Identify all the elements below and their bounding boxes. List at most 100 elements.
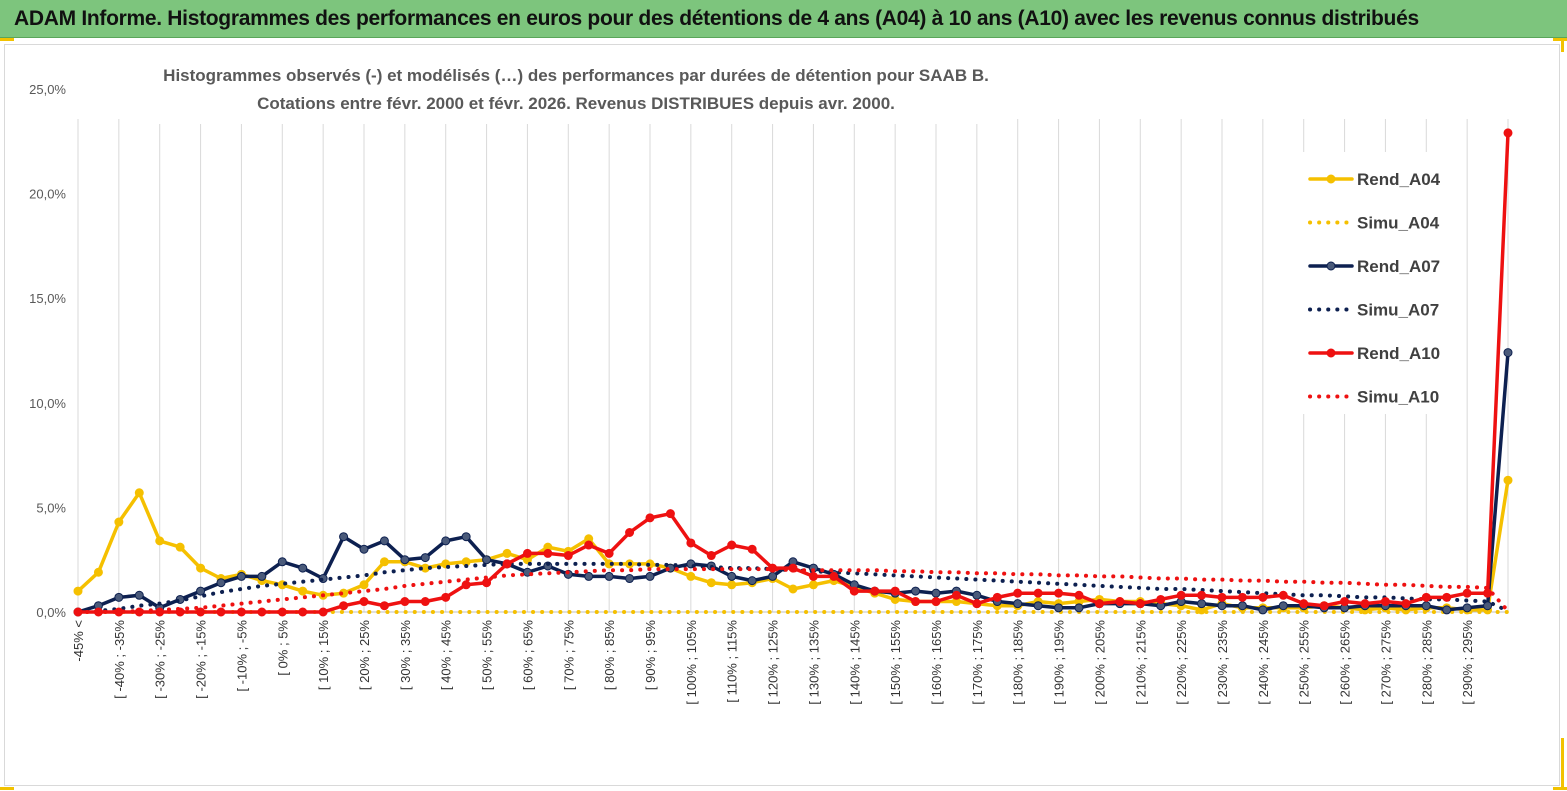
data-point-rend-a10 (461, 580, 471, 590)
data-point-rend-a07 (1013, 599, 1023, 609)
data-point-rend-a10 (400, 597, 410, 607)
data-point-rend-a07 (747, 576, 757, 586)
x-tick-label: [ 50% ; 55% (480, 620, 495, 691)
data-point-rend-a07 (1074, 603, 1084, 613)
data-point-rend-a04 (727, 580, 737, 590)
data-point-rend-a04 (808, 580, 818, 590)
data-point-rend-a04 (93, 567, 103, 577)
data-point-rend-a10 (1217, 592, 1227, 602)
x-tick-label: [ 150% ; 155% (888, 620, 903, 705)
data-point-rend-a10 (1340, 597, 1350, 607)
series-line-simu-a10 (76, 567, 1510, 614)
data-point-rend-a07 (441, 536, 451, 546)
data-point-rend-a10 (359, 597, 369, 607)
corner-accent-top-left (0, 38, 14, 41)
x-tick-label: [ 160% ; 165% (929, 620, 944, 705)
data-point-rend-a04 (175, 542, 185, 552)
data-point-rend-a10 (1278, 590, 1288, 600)
data-point-rend-a10 (992, 592, 1002, 602)
legend-marker-rend-a04 (1326, 174, 1336, 184)
x-tick-label: [ 200% ; 205% (1092, 620, 1107, 705)
y-tick-label: 25,0% (29, 82, 66, 97)
data-point-rend-a04 (706, 578, 716, 588)
x-tick-label: [ -20% ; -15% (194, 620, 209, 699)
x-tick-label: [ 130% ; 135% (806, 620, 821, 705)
data-point-rend-a10 (543, 548, 553, 558)
x-tick-label: -45% < (71, 620, 86, 662)
data-point-rend-a10 (482, 578, 492, 588)
x-tick-label: [ 190% ; 195% (1052, 620, 1067, 705)
data-point-rend-a07 (216, 578, 226, 588)
data-point-rend-a10 (1033, 588, 1043, 598)
data-point-rend-a10 (257, 607, 267, 617)
data-point-rend-a07 (584, 571, 594, 581)
data-point-rend-a10 (1319, 601, 1329, 611)
data-point-rend-a10 (727, 540, 737, 550)
data-point-rend-a10 (1013, 588, 1023, 598)
x-tick-label: [ 270% ; 275% (1378, 620, 1393, 705)
x-tick-label: [ 210% ; 215% (1133, 620, 1148, 705)
data-point-rend-a10 (1197, 590, 1207, 600)
chart-title-background (150, 60, 1005, 124)
data-point-rend-a10 (665, 509, 675, 519)
x-tick-label: [ -10% ; -5% (234, 620, 249, 692)
series-line-rend-a07 (76, 350, 1510, 614)
x-tick-label: [ -40% ; -35% (112, 620, 127, 699)
legend-marker-rend-a07 (1326, 261, 1336, 271)
data-point-rend-a10 (379, 601, 389, 611)
x-tick-label: [ 30% ; 35% (398, 620, 413, 691)
data-point-rend-a10 (1483, 588, 1493, 598)
data-point-rend-a10 (298, 607, 308, 617)
data-point-rend-a10 (584, 540, 594, 550)
chart-subtitle: Cotations entre févr. 2000 et févr. 2026… (257, 94, 895, 113)
x-tick-label: [ 90% ; 95% (643, 620, 658, 691)
x-tick-label: [ 100% ; 105% (684, 620, 699, 705)
data-point-rend-a10 (1094, 599, 1104, 609)
data-point-rend-a07 (1258, 605, 1268, 615)
corner-accent-right-edge-bottom (1561, 738, 1564, 788)
x-tick-label: [ 250% ; 255% (1297, 620, 1312, 705)
x-tick-label: [ 260% ; 265% (1338, 620, 1353, 705)
data-point-rend-a04 (114, 517, 124, 527)
chart-frame (4, 44, 1560, 786)
data-point-rend-a04 (73, 586, 83, 596)
data-point-rend-a04 (359, 580, 369, 590)
series-line-rend-a10 (76, 131, 1510, 614)
x-tick-label: [ -30% ; -25% (153, 620, 168, 699)
data-point-rend-a04 (686, 571, 696, 581)
y-tick-label: 20,0% (29, 187, 66, 202)
data-point-rend-a04 (502, 548, 512, 558)
data-point-rend-a10 (1360, 599, 1370, 609)
legend-label-simu-a07: Simu_A07 (1357, 301, 1439, 320)
legend-marker-rend-a10 (1326, 348, 1336, 358)
data-point-rend-a07 (645, 571, 655, 581)
data-point-rend-a10 (339, 601, 349, 611)
x-tick-label: [ 20% ; 25% (357, 620, 372, 691)
data-point-rend-a10 (849, 586, 859, 596)
x-tick-label: [ 70% ; 75% (561, 620, 576, 691)
data-point-rend-a07 (1462, 603, 1472, 613)
data-point-rend-a04 (298, 586, 308, 596)
data-point-rend-a07 (1054, 603, 1064, 613)
data-point-rend-a10 (808, 571, 818, 581)
x-tick-label: [ 280% ; 285% (1419, 620, 1434, 705)
legend-label-rend-a10: Rend_A10 (1357, 344, 1440, 363)
data-point-rend-a10 (972, 599, 982, 609)
data-point-rend-a10 (216, 607, 226, 617)
data-point-rend-a10 (1156, 594, 1166, 604)
data-point-rend-a10 (1299, 599, 1309, 609)
x-tick-label: [ 290% ; 295% (1460, 620, 1475, 705)
x-tick-label: [ 220% ; 225% (1174, 620, 1189, 705)
data-point-rend-a07 (134, 590, 144, 600)
data-point-rend-a07 (1197, 599, 1207, 609)
data-point-rend-a07 (359, 544, 369, 554)
data-point-rend-a10 (318, 607, 328, 617)
data-point-rend-a07 (461, 532, 471, 542)
data-point-rend-a10 (1503, 128, 1513, 138)
x-tick-label: [ 60% ; 65% (520, 620, 535, 691)
y-tick-label: 5,0% (36, 500, 66, 515)
chart-title: Histogrammes observés (-) et modélisés (… (163, 66, 989, 85)
x-tick-label: [ 80% ; 85% (602, 620, 617, 691)
data-point-rend-a07 (1421, 601, 1431, 611)
